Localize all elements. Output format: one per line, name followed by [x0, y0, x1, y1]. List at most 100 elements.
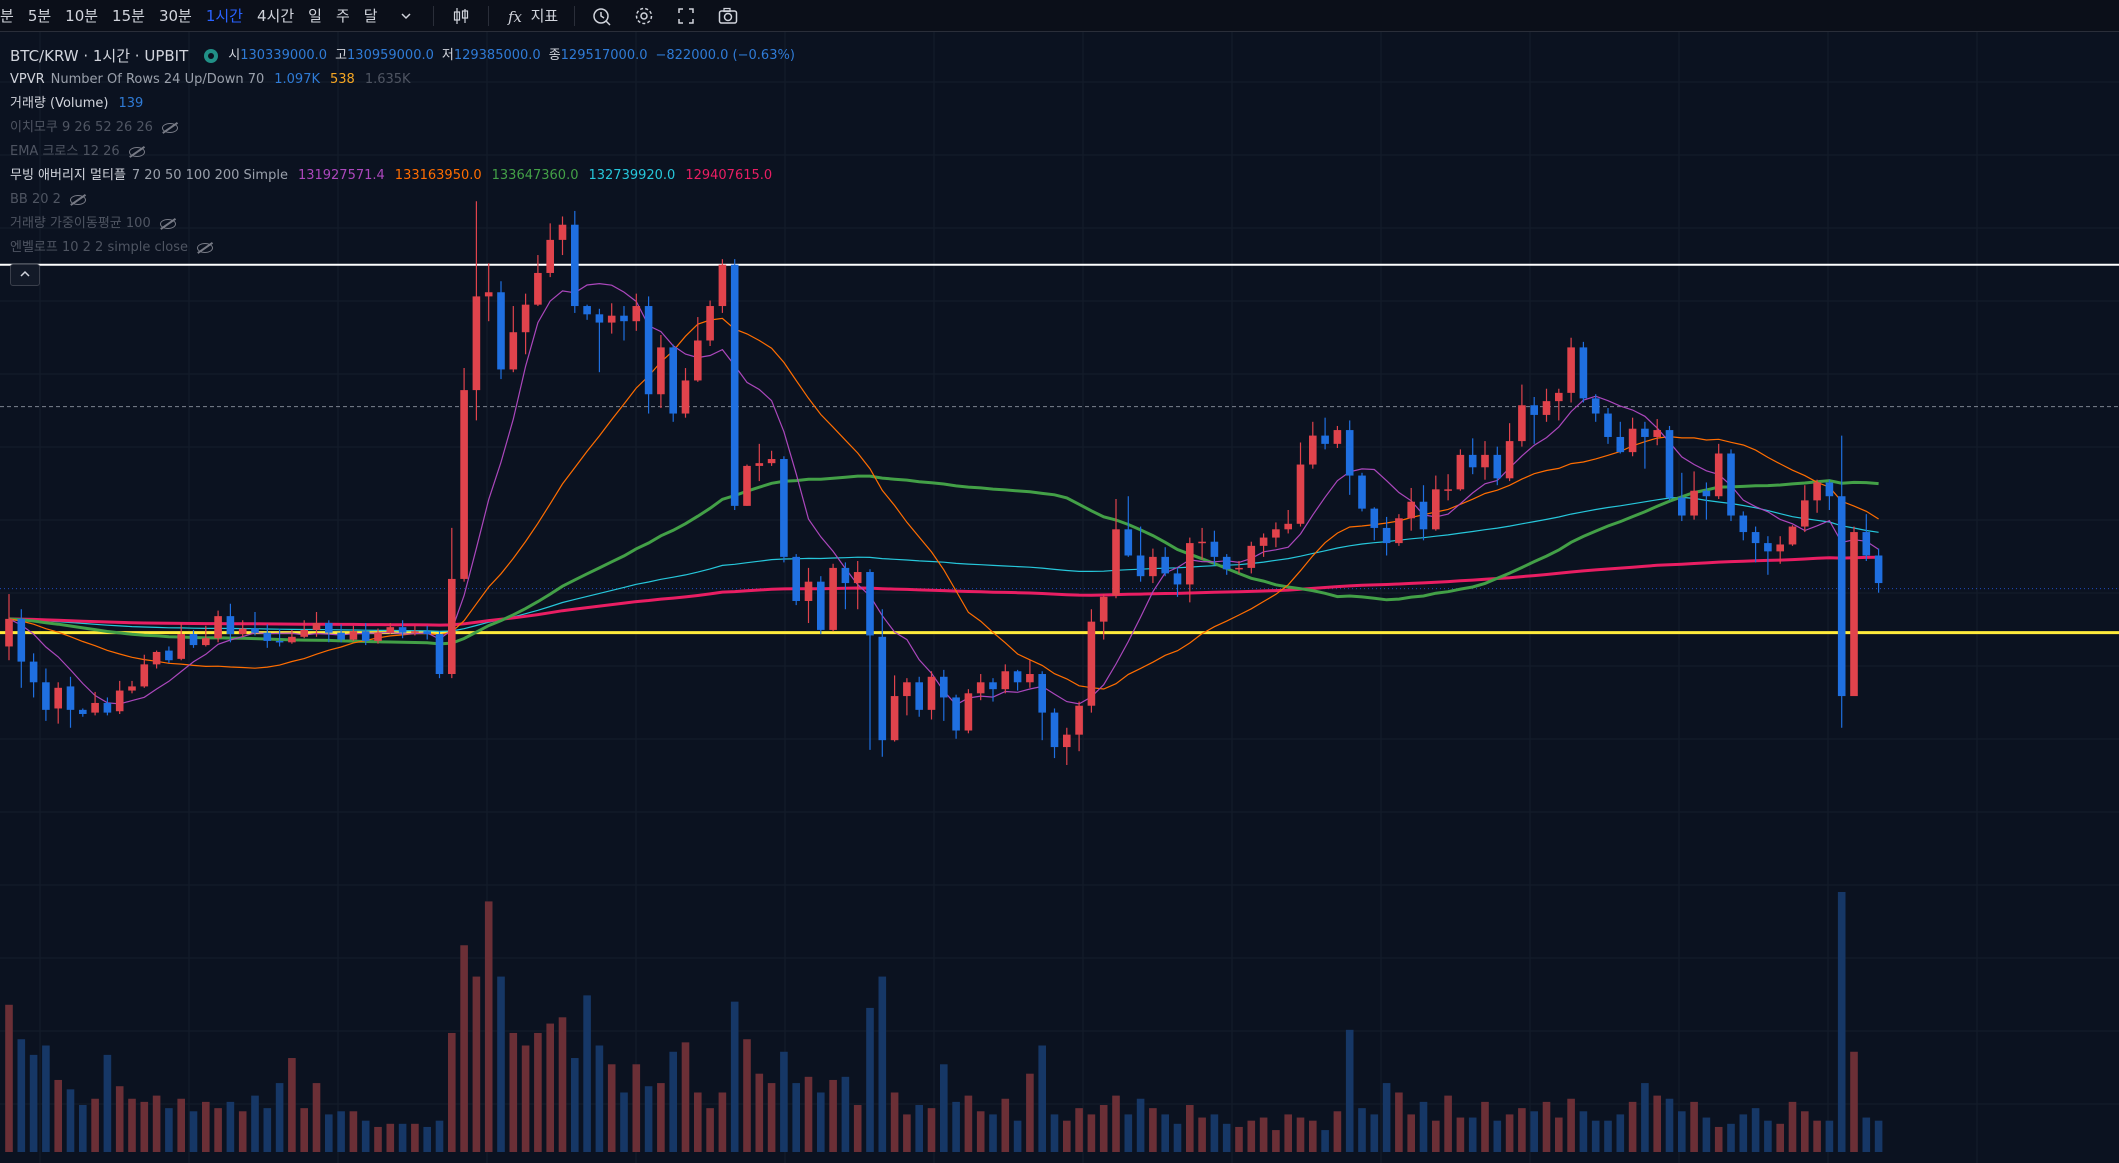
- volume-bar: [275, 1083, 284, 1152]
- legend-collapse-row: [10, 260, 795, 286]
- volume-bar: [853, 1105, 862, 1152]
- timeframe-4[interactable]: 30분: [158, 7, 192, 25]
- candle-body: [1382, 527, 1391, 544]
- timeframe-6[interactable]: 4시간: [256, 7, 295, 25]
- candle-body: [571, 224, 579, 307]
- candle-body: [804, 581, 813, 601]
- volume-bar: [927, 1108, 936, 1152]
- candle-body: [1136, 555, 1145, 577]
- volume-bar: [521, 1045, 530, 1152]
- volume-bar: [17, 1039, 26, 1152]
- volume-bar: [1444, 1095, 1452, 1152]
- volume-bar: [1161, 1114, 1169, 1152]
- hidden-eye-icon[interactable]: [161, 122, 179, 134]
- alert-button[interactable]: [581, 5, 623, 27]
- hidden-eye-icon[interactable]: [128, 146, 146, 158]
- timeframe-9[interactable]: 달: [363, 7, 378, 25]
- ohlc-key: 시: [228, 48, 241, 63]
- volume-bar: [5, 1004, 13, 1152]
- toolbar-divider: [574, 5, 576, 26]
- candle-body: [411, 631, 419, 633]
- volume-bar: [386, 1123, 395, 1152]
- price-chart[interactable]: [0, 32, 2119, 1163]
- volume-bar: [1284, 1114, 1292, 1152]
- candle-body: [435, 634, 444, 675]
- candle-body: [349, 631, 358, 640]
- fullscreen-icon: [678, 7, 694, 24]
- volume-bar: [361, 1120, 370, 1152]
- settings-button[interactable]: [623, 5, 665, 27]
- timeframe-7[interactable]: 일: [308, 7, 322, 25]
- hidden-eye-icon[interactable]: [196, 242, 214, 254]
- fullscreen-button[interactable]: [665, 5, 707, 27]
- chart-type-button[interactable]: [440, 5, 482, 27]
- volume-bar: [804, 1076, 813, 1152]
- candle-body: [29, 661, 38, 683]
- candle-body: [755, 463, 764, 466]
- volume-bar: [1173, 1123, 1182, 1152]
- hidden-eye-icon[interactable]: [69, 194, 87, 206]
- timeframe-1[interactable]: 5분: [27, 7, 52, 25]
- volume-bar: [251, 1095, 259, 1152]
- legend-bb[interactable]: BB 20 2: [10, 188, 795, 212]
- volume-bar: [571, 1058, 579, 1152]
- candle-body: [620, 315, 628, 322]
- candle-body: [79, 709, 87, 714]
- volume-bar: [1739, 1114, 1748, 1152]
- ma-value-1: 133163950.0: [394, 168, 482, 183]
- candle-body: [915, 682, 923, 710]
- legend-volume[interactable]: 거래량 (Volume) 139: [10, 92, 795, 116]
- candle-body: [780, 459, 788, 557]
- legend-ichimoku[interactable]: 이치모쿠 9 26 52 26 26: [10, 116, 795, 140]
- legend-vwma[interactable]: 거래량 가중이동평균 100: [10, 212, 795, 236]
- candle-body: [1468, 454, 1477, 468]
- candle-body: [1505, 441, 1514, 479]
- candle-body: [1665, 430, 1674, 498]
- candle-body: [1850, 532, 1858, 697]
- indicators-button[interactable]: fx 지표: [495, 5, 569, 27]
- legend-envelope[interactable]: 엔벨로프 10 2 2 simple close: [10, 236, 795, 260]
- alert-clock-icon: [593, 7, 611, 26]
- candle-body: [521, 304, 530, 333]
- volume-bar: [1714, 1126, 1723, 1152]
- function-icon: fx: [507, 8, 523, 26]
- candle-body: [1567, 347, 1575, 393]
- candle-body: [91, 702, 99, 713]
- volume-bar: [189, 1111, 198, 1152]
- timeframe-3[interactable]: 15분: [112, 7, 145, 25]
- candle-body: [1776, 544, 1784, 552]
- volume-bar: [1555, 1117, 1563, 1152]
- screenshot-button[interactable]: [707, 5, 749, 27]
- volume-bar: [829, 1079, 837, 1152]
- volume-bar: [1801, 1111, 1809, 1152]
- legend-vpvr[interactable]: VPVR Number Of Rows 24 Up/Down 70 1.097K…: [10, 68, 795, 92]
- candle-body: [1764, 543, 1772, 552]
- candle-body: [1813, 482, 1821, 501]
- timeframe-5[interactable]: 1시간: [205, 7, 243, 25]
- symbol-title[interactable]: BTC/KRW · 1시간 · UPBIT: [10, 47, 189, 65]
- legend-ma-ribbon[interactable]: 무빙 애버리지 멀티플 7 20 50 100 200 Simple 13192…: [10, 164, 795, 188]
- volume-bar: [79, 1105, 87, 1152]
- timeframe-0[interactable]: 분: [0, 7, 14, 25]
- ohlc-key: 저: [441, 48, 454, 63]
- hidden-eye-icon[interactable]: [159, 218, 177, 230]
- candle-body: [1616, 436, 1625, 453]
- candle-body: [989, 682, 997, 690]
- ma-ribbon-name: 무빙 애버리지 멀티플: [10, 168, 126, 183]
- horizontal-levels: [0, 263, 2119, 635]
- candle-body: [361, 631, 370, 641]
- legend-ema-cross[interactable]: EMA 크로스 12 26: [10, 140, 795, 164]
- toolbar-divider: [487, 5, 489, 26]
- volume-bar: [1124, 1114, 1133, 1152]
- candle-body: [1555, 392, 1563, 402]
- volume-bar: [903, 1114, 911, 1152]
- timeframe-8[interactable]: 주: [335, 7, 350, 25]
- volume-bar: [1296, 1117, 1305, 1152]
- volume-bar: [1419, 1101, 1428, 1152]
- volume-bar: [91, 1098, 99, 1152]
- timeframe-2[interactable]: 10분: [65, 7, 99, 25]
- volume-bar: [644, 1086, 653, 1152]
- timeframe-dropdown-button[interactable]: [385, 5, 427, 27]
- legend-collapse-button[interactable]: [10, 264, 40, 286]
- candle-body: [1456, 454, 1465, 490]
